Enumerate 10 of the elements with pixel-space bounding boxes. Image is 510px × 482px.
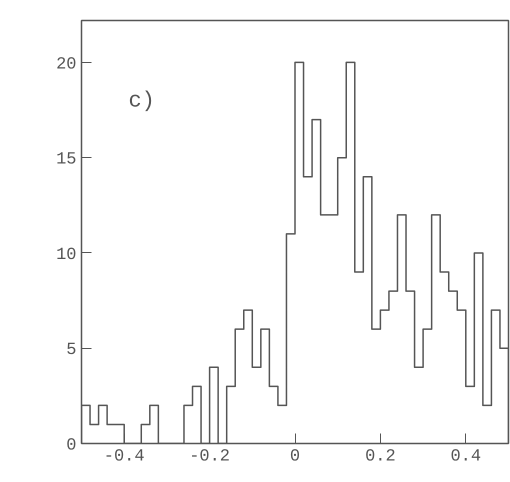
- x-tick-label: -0.4: [104, 448, 145, 466]
- x-tick-label: -0.2: [189, 448, 230, 466]
- y-tick-label: 20: [56, 55, 77, 74]
- y-tick-label: 5: [66, 341, 76, 360]
- x-tick-label: 0.4: [450, 448, 482, 466]
- x-tick-label: 0: [290, 448, 300, 466]
- y-tick-label: 15: [56, 150, 77, 170]
- annotation: c): [128, 88, 155, 114]
- y-tick-label: 10: [56, 246, 77, 265]
- x-tick-label: 0.2: [365, 448, 396, 466]
